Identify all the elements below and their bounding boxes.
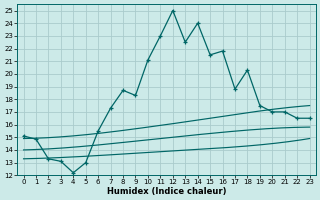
X-axis label: Humidex (Indice chaleur): Humidex (Indice chaleur) [107, 187, 226, 196]
